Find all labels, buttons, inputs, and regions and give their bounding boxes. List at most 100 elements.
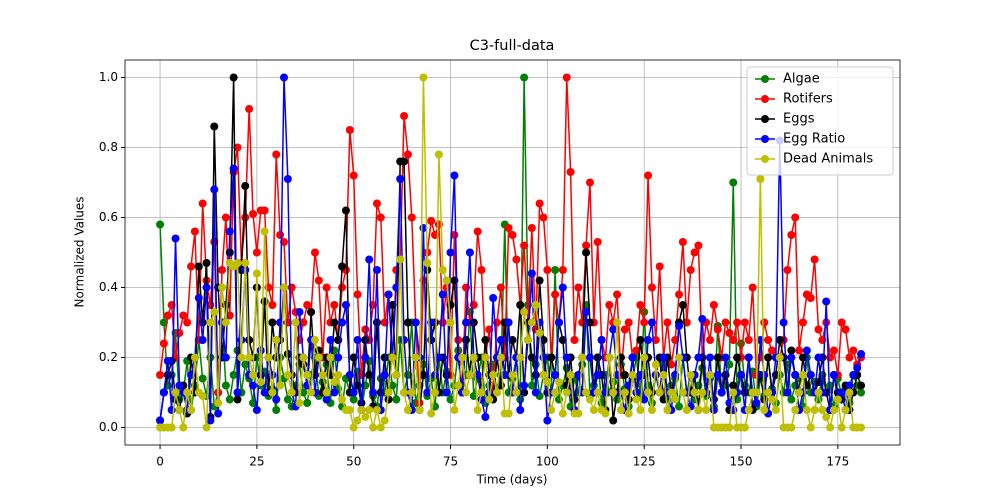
data-point <box>636 336 645 344</box>
data-point <box>678 388 687 397</box>
data-point <box>690 388 699 397</box>
data-point <box>729 178 738 187</box>
data-point <box>690 248 699 257</box>
data-point <box>434 353 443 362</box>
data-point <box>496 283 505 292</box>
data-point <box>791 213 800 222</box>
data-point <box>322 395 331 404</box>
data-point <box>609 416 618 425</box>
data-point <box>156 371 165 379</box>
data-point <box>659 353 668 362</box>
data-point <box>163 357 172 365</box>
data-point <box>620 371 629 379</box>
data-point <box>582 388 591 397</box>
data-point <box>198 336 207 344</box>
data-point <box>307 308 316 316</box>
data-point <box>303 371 312 379</box>
data-point <box>380 353 389 362</box>
legend-marker <box>761 115 769 123</box>
data-point <box>218 266 227 274</box>
data-point <box>647 406 656 414</box>
data-point <box>353 416 362 425</box>
data-point <box>504 224 513 232</box>
data-point <box>508 371 517 379</box>
data-point <box>779 318 788 327</box>
data-point <box>512 255 521 264</box>
data-point <box>380 371 389 379</box>
data-point <box>283 350 292 358</box>
data-point <box>709 406 718 414</box>
data-point <box>706 353 715 362</box>
data-point <box>489 294 498 302</box>
data-point <box>535 199 544 208</box>
chart-title: C3-full-data <box>470 38 555 54</box>
data-point <box>547 406 556 414</box>
data-point <box>628 353 637 362</box>
data-point <box>551 388 560 397</box>
data-point <box>272 395 281 404</box>
data-point <box>233 259 242 267</box>
data-point <box>411 318 420 327</box>
data-point <box>833 395 842 404</box>
data-point <box>156 416 165 425</box>
data-point <box>349 423 358 432</box>
data-point <box>307 388 316 397</box>
data-point <box>589 406 598 414</box>
data-point <box>427 409 436 418</box>
data-point <box>504 318 513 327</box>
data-point <box>303 301 312 309</box>
data-point <box>508 336 517 344</box>
data-point <box>279 283 288 292</box>
data-point <box>388 301 397 309</box>
data-point <box>272 406 281 414</box>
data-point <box>221 213 230 222</box>
data-point <box>462 318 471 327</box>
data-point <box>384 290 393 299</box>
data-point <box>675 402 684 411</box>
data-point <box>218 283 227 292</box>
data-point <box>396 175 405 183</box>
data-point <box>636 406 645 414</box>
data-point <box>198 318 207 327</box>
data-point <box>388 381 397 390</box>
data-point <box>562 388 571 397</box>
data-point <box>527 318 536 327</box>
data-point <box>345 371 354 379</box>
data-point <box>400 157 409 166</box>
data-point <box>628 371 637 379</box>
data-point <box>190 227 199 236</box>
data-point <box>570 336 579 344</box>
data-point <box>624 409 633 418</box>
data-point <box>252 269 261 278</box>
data-point <box>233 388 242 397</box>
data-point <box>276 231 285 239</box>
data-point <box>330 378 339 386</box>
legend-label: Egg Ratio <box>783 132 845 147</box>
data-point <box>388 353 397 362</box>
x-tick-label: 125 <box>633 455 656 469</box>
data-point <box>539 353 548 362</box>
data-point <box>857 423 866 432</box>
data-point <box>543 266 552 274</box>
data-point <box>283 175 292 183</box>
x-tick-label: 100 <box>536 455 559 469</box>
data-point <box>465 371 474 379</box>
data-point <box>752 388 761 397</box>
data-point <box>764 336 773 344</box>
series-line <box>159 77 862 404</box>
data-point <box>647 283 656 292</box>
data-point <box>740 423 749 432</box>
data-point <box>338 318 347 327</box>
data-point <box>597 336 606 344</box>
y-tick-label: 0.8 <box>99 140 118 154</box>
data-point <box>469 301 478 309</box>
data-point <box>764 353 773 362</box>
data-point <box>233 395 242 404</box>
data-point <box>376 213 385 222</box>
data-point <box>241 259 250 267</box>
data-point <box>407 213 416 222</box>
data-point <box>446 301 455 309</box>
data-point <box>585 178 594 187</box>
data-point <box>473 406 482 414</box>
data-point <box>620 325 629 334</box>
